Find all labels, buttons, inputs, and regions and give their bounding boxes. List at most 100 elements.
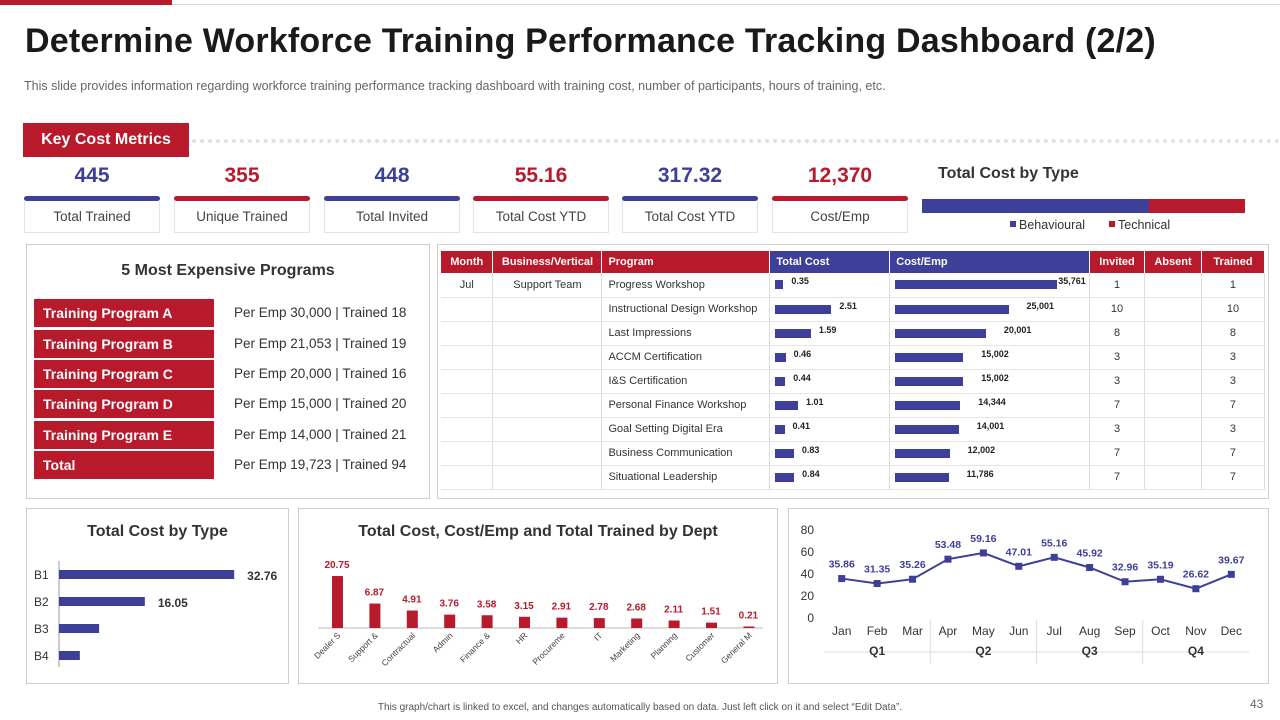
table-cell — [441, 417, 494, 442]
line-point — [1156, 575, 1164, 583]
dept-bar — [481, 615, 493, 628]
program-cost-table: Month Business/Vertical Program Total Co… — [441, 251, 1266, 490]
table-row: Personal Finance Workshop 1.01 14,344 7 7 — [441, 393, 1266, 418]
kpi-card-total-cost-ytd: 55.16 Total Cost YTD — [473, 160, 609, 233]
dept-tick-label: Marketing — [608, 630, 642, 664]
table-cell: 3 — [1201, 345, 1266, 370]
line-data-label: 53.48 — [935, 539, 961, 551]
cost-by-dept-panel — [298, 508, 778, 684]
total-cost-label: 0.35 — [791, 276, 809, 286]
table-cell: 0.46 — [769, 345, 891, 370]
line-point — [1121, 578, 1129, 586]
total-cost-bar — [775, 400, 798, 410]
kpi-value: 355 — [224, 164, 260, 187]
band-bar — [59, 597, 145, 606]
band-tick-label: B1 — [34, 568, 49, 582]
table-cell — [1144, 345, 1202, 370]
line-x-tick-label: Apr — [939, 624, 958, 638]
cost-emp-label: 14,344 — [978, 396, 1006, 407]
table-cell: 7 — [1089, 465, 1146, 490]
kpi-value: 12,370 — [807, 164, 873, 187]
table-cell: 7 — [1201, 441, 1266, 466]
cost-emp-label: 20,001 — [1003, 324, 1032, 335]
dept-data-label: 3.58 — [477, 599, 497, 610]
line-data-label: 55.16 — [1041, 537, 1067, 549]
table-cell: 8 — [1089, 321, 1146, 346]
total-cost-bar — [775, 472, 795, 482]
line-data-label: 59.16 — [970, 533, 996, 545]
line-quarter-label: Q1 — [869, 644, 885, 658]
table-cell — [1144, 393, 1202, 418]
table-cell — [492, 417, 603, 442]
dept-tick-label: Contractual — [379, 630, 417, 668]
kpi-label: Total Invited — [324, 201, 460, 233]
band-bar — [59, 624, 100, 633]
expensive-programs-title: 5 Most Expensive Programs — [121, 262, 335, 279]
legend-technical: Technical — [1109, 218, 1170, 232]
kpi-card-unique-trained: 355 Unique Trained — [174, 160, 310, 233]
cost-emp-bar — [895, 424, 959, 434]
dept-tick-label: HR — [514, 630, 530, 646]
program-value: Per Emp 20,000 | Trained 16 — [234, 366, 407, 381]
line-data-label: 45.92 — [1076, 547, 1102, 559]
table-cell — [1144, 465, 1202, 490]
table-cell — [441, 441, 494, 466]
line-x-tick-label: Dec — [1221, 624, 1242, 638]
line-series — [841, 551, 1232, 590]
line-data-label: 35.86 — [829, 559, 855, 571]
total-cost-label: 1.01 — [805, 396, 824, 407]
program-name: Training Program B — [34, 330, 214, 358]
table-cell — [492, 465, 603, 490]
cost-by-type-behavioural-bar — [922, 199, 1149, 213]
dept-data-label: 20.75 — [324, 560, 349, 571]
cost-by-dept-chart: 20.75 Dealer S 6.87 Support & 4.91 Contractua… — [312, 560, 763, 668]
table-cell: 12,002 — [889, 441, 1091, 466]
table-cell: 10 — [1089, 297, 1146, 322]
table-cell: 1 — [1201, 273, 1266, 298]
line-quarter-label: Q2 — [975, 644, 991, 658]
program-value: Per Emp 14,000 | Trained 21 — [234, 427, 407, 442]
kpi-value: 448 — [374, 164, 410, 187]
line-point — [944, 555, 952, 563]
table-cell: 1.59 — [769, 321, 891, 346]
dept-bar — [556, 617, 568, 628]
table-cell: 7 — [1089, 393, 1146, 418]
dept-data-label: 2.68 — [626, 602, 646, 613]
cost-emp-bar — [895, 448, 950, 458]
dept-data-label: 0.21 — [739, 611, 759, 622]
program-value: Per Emp 21,053 | Trained 19 — [234, 336, 407, 351]
dept-bar — [519, 616, 530, 628]
line-y-tick-label: 80 — [801, 523, 815, 537]
total-cost-bar — [775, 280, 784, 289]
cost-emp-label: 35,761 — [1058, 276, 1086, 286]
dept-bar — [406, 610, 418, 628]
page-number: 43 — [1250, 697, 1264, 711]
line-y-tick-label: 60 — [801, 545, 815, 559]
table-cell: 3 — [1089, 345, 1146, 370]
column-header: Total Cost — [769, 251, 891, 273]
legend-behavioural: Behavioural — [1010, 218, 1085, 232]
table-cell: Business Communication — [601, 441, 771, 466]
kpi-accent-bar — [24, 196, 160, 201]
kpi-label: Total Trained — [24, 201, 160, 233]
table-cell — [1144, 297, 1202, 322]
page-subtitle: This slide provides information regardin… — [24, 79, 886, 93]
band-bar — [59, 651, 80, 660]
kpi-accent-bar — [174, 196, 310, 201]
cost-emp-label: 14,001 — [976, 420, 1005, 431]
program-value: Per Emp 30,000 | Trained 18 — [234, 305, 407, 320]
line-point — [1086, 563, 1094, 571]
total-cost-label: 0.44 — [793, 372, 811, 383]
line-point — [1192, 585, 1200, 593]
chart-footnote: This graph/chart is linked to excel, and… — [377, 702, 903, 713]
line-x-tick-label: Jul — [1047, 624, 1062, 638]
kpi-card-cost-per-emp: 12,370 Cost/Emp — [772, 160, 908, 233]
cost-by-type-title: Total Cost by Type — [938, 165, 1079, 182]
table-cell — [492, 441, 603, 466]
table-cell: 10 — [1201, 297, 1266, 322]
line-x-tick-label: Jan — [832, 624, 851, 638]
monthly-line-chart: 0 20 40 60 80 35.86 Jan 31.35 Feb 35.26 Mar 53.48 Ap… — [801, 523, 1249, 664]
line-y-tick-label: 40 — [801, 567, 815, 581]
cost-by-type-technical-bar — [1149, 199, 1245, 213]
kpi-card-total-cost-ytd-2: 317.32 Total Cost YTD — [622, 160, 758, 233]
